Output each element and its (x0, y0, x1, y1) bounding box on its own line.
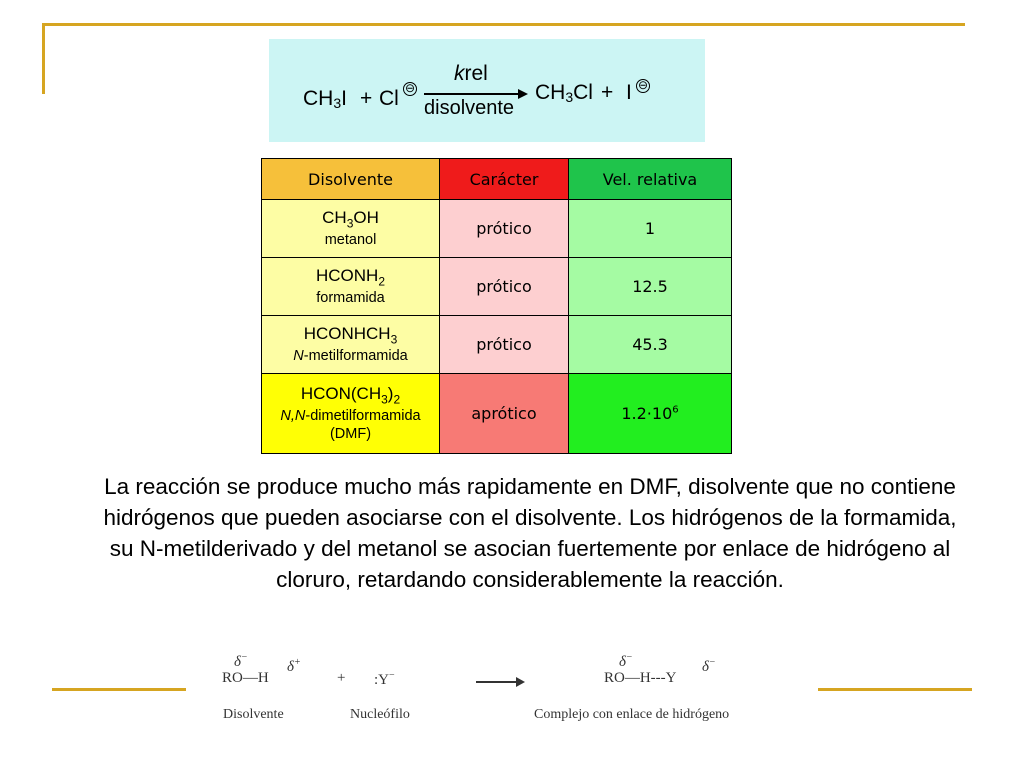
label-complex: Complejo con enlace de hidrógeno (534, 707, 730, 722)
label-solvent: Disolvente (223, 707, 284, 722)
rate-cell: 1 (568, 199, 732, 258)
explanation-paragraph: La reacción se produce mucho más rapidam… (103, 474, 957, 592)
product-methyl-chloride: CH3Cl (535, 81, 593, 105)
header-relative-rate: Vel. relativa (568, 158, 732, 200)
bottom-right-accent-line (818, 688, 972, 691)
top-accent-line (42, 23, 965, 26)
reactant-methyl-iodide: CH3I (303, 87, 347, 111)
label-nucleophile: Nucleófilo (350, 707, 410, 722)
reaction-arrow-head-icon (518, 89, 528, 99)
diagram-arrow-head-icon (516, 677, 525, 687)
delta-minus-o-left: δ− (234, 652, 248, 670)
delta-plus-h-left: δ+ (287, 657, 301, 675)
delta-minus-o-right: δ− (619, 652, 633, 670)
iodide-charge-icon: ⊖ (636, 78, 650, 93)
solvent-cell: HCONH2 formamida (261, 257, 440, 316)
solvent-cell: CH3OH metanol (261, 199, 440, 258)
diagram-arrow (476, 681, 520, 683)
rate-cell: 1.2·106 (568, 373, 732, 454)
product-iodide: I (626, 81, 632, 104)
table-row: HCONHCH3 N-metilformamida prótico 45.3 (261, 315, 732, 374)
nucleophile-formula: :Y− (374, 670, 395, 688)
solvent-rate-table: Disolvente Carácter Vel. relativa CH3OH … (261, 158, 732, 454)
bottom-left-accent-line (52, 688, 186, 691)
character-cell: prótico (439, 315, 569, 374)
complex-formula: RO—H---Y (604, 670, 677, 686)
chloride-charge-icon: ⊖ (403, 81, 417, 96)
solvent-condition-label: disolvente (424, 97, 515, 119)
solvent-cell: HCONHCH3 N-metilformamida (261, 315, 440, 374)
character-cell: aprótico (439, 373, 569, 454)
rate-cell: 45.3 (568, 315, 732, 374)
table-row: HCONH2 formamida prótico 12.5 (261, 257, 732, 316)
plus-sign-2: + (601, 81, 614, 104)
header-solvent: Disolvente (261, 158, 440, 200)
diagram-plus-sign: + (337, 670, 346, 686)
reactant-chloride: Cl (379, 87, 399, 110)
solvent-cell: HCON(CH3)2 N,N-dimetilformamida (DMF) (261, 373, 440, 454)
rate-cell: 12.5 (568, 257, 732, 316)
table-header-row: Disolvente Carácter Vel. relativa (261, 158, 732, 200)
header-character: Carácter (439, 158, 569, 200)
plus-sign-1: + (360, 87, 373, 110)
left-accent-line (42, 23, 45, 94)
character-cell: prótico (439, 199, 569, 258)
reaction-equation-box: CH3I + Cl ⊖ krel disolvente CH3Cl + I ⊖ (269, 39, 705, 142)
reaction-arrow (424, 93, 520, 95)
character-cell: prótico (439, 257, 569, 316)
solvent-formula: RO—H (222, 670, 269, 686)
table-row: HCON(CH3)2 N,N-dimetilformamida (DMF) ap… (261, 373, 732, 454)
table-row: CH3OH metanol prótico 1 (261, 199, 732, 258)
rate-constant-label: krel (454, 62, 488, 85)
delta-minus-y-right: δ− (702, 657, 716, 675)
